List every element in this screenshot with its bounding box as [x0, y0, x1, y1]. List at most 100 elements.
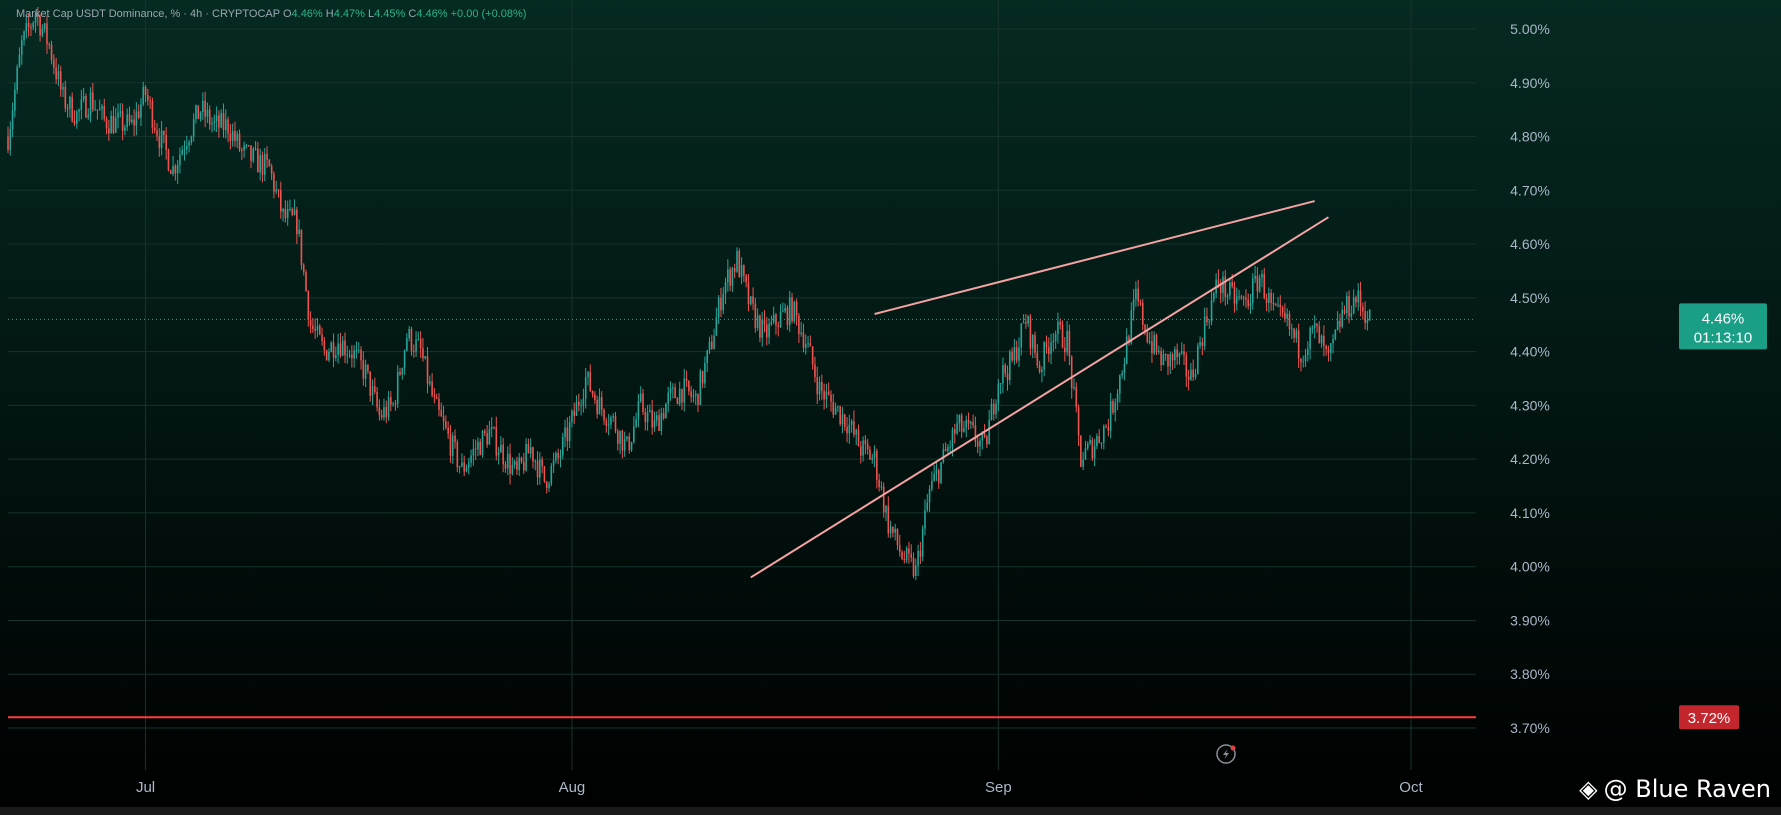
candle-body	[788, 297, 791, 326]
candle-body	[321, 334, 323, 342]
candle-body	[192, 119, 195, 137]
candle-body	[545, 481, 548, 489]
candle-body	[353, 350, 355, 359]
candle-body	[626, 436, 628, 439]
candle-body	[1089, 439, 1091, 444]
candle-body	[1020, 323, 1023, 348]
candle-body	[713, 335, 715, 349]
candle-body	[250, 145, 252, 161]
candle-body	[548, 483, 550, 489]
candle-body	[1355, 297, 1357, 303]
candle-body	[449, 434, 452, 456]
candle-body	[144, 86, 147, 95]
candle-body	[211, 123, 213, 125]
candle-body	[1018, 347, 1020, 361]
candle-body	[859, 446, 862, 456]
candle-body	[367, 364, 369, 372]
candle-body	[1272, 302, 1275, 305]
candle-body	[983, 433, 986, 437]
candle-body	[238, 133, 241, 150]
candle-body	[525, 444, 527, 471]
candle-body	[1325, 345, 1327, 349]
candle-body	[710, 341, 713, 349]
candle-body	[1027, 316, 1029, 324]
candle-body	[610, 417, 612, 425]
candle-body	[919, 550, 922, 557]
candle-body	[960, 415, 963, 432]
candle-body	[57, 71, 60, 80]
candle-body	[314, 328, 316, 331]
y-tick-label: 3.80%	[1510, 666, 1550, 682]
candle-body	[605, 420, 608, 426]
y-tick-label: 4.30%	[1510, 397, 1550, 413]
lightning-icon[interactable]	[1216, 744, 1236, 764]
candle-body	[426, 356, 429, 384]
candle-body	[1286, 313, 1288, 319]
candle-body	[928, 489, 931, 503]
candle-body	[495, 427, 498, 456]
candle-body	[775, 314, 777, 326]
candle-body	[937, 469, 940, 483]
candle-body	[516, 461, 518, 470]
candle-body	[1192, 369, 1195, 378]
candle-body	[1011, 351, 1013, 361]
candle-body	[190, 136, 193, 143]
candle-body	[1185, 355, 1188, 377]
candle-body	[887, 506, 890, 534]
candle-series	[7, 6, 1371, 581]
candle-body	[396, 372, 399, 404]
candle-body	[1268, 292, 1270, 303]
candle-body	[298, 229, 300, 234]
candle-body	[683, 378, 686, 403]
candle-body	[197, 105, 200, 120]
candle-body	[740, 265, 743, 278]
candle-body	[974, 425, 977, 442]
candle-body	[951, 429, 954, 447]
candle-body	[839, 406, 841, 425]
candle-body	[335, 354, 337, 358]
candle-body	[1311, 327, 1314, 329]
candle-body	[722, 293, 725, 311]
candle-body	[1098, 436, 1101, 443]
candle-body	[1208, 321, 1211, 323]
candle-body	[1281, 306, 1284, 313]
low-value: 4.45%	[374, 8, 406, 20]
candle-body	[59, 71, 62, 90]
candle-body	[704, 363, 706, 384]
candle-body	[1210, 299, 1213, 322]
candle-body	[92, 92, 94, 110]
candle-body	[130, 119, 133, 123]
candle-body	[1169, 354, 1172, 367]
candle-body	[660, 413, 663, 431]
candle-body	[924, 510, 926, 529]
candle-body	[834, 407, 837, 415]
current-price-value: 4.46%	[1702, 310, 1745, 327]
candle-body	[731, 268, 734, 286]
candle-body	[188, 142, 190, 146]
candle-body	[351, 354, 353, 359]
candle-body	[623, 438, 626, 451]
candle-body	[465, 467, 468, 472]
candle-body	[1125, 336, 1128, 364]
candle-body	[1043, 342, 1045, 370]
candle-body	[105, 118, 108, 129]
candle-body	[506, 453, 509, 469]
candle-body	[286, 209, 289, 219]
grid-lines	[8, 0, 1476, 770]
chart-bottom-border	[0, 807, 1781, 815]
candle-body	[566, 427, 569, 442]
candle-body	[821, 381, 823, 391]
current-price-badge	[1679, 303, 1767, 350]
candle-body	[7, 136, 9, 150]
binance-diamond-icon: ◈	[1579, 775, 1598, 803]
candle-body	[85, 96, 87, 118]
support-price-value: 3.72%	[1688, 710, 1731, 727]
candle-body	[71, 96, 73, 122]
candle-body	[956, 423, 958, 434]
candle-body	[720, 297, 722, 311]
candle-body	[1256, 275, 1259, 292]
candle-body	[862, 440, 864, 456]
candle-body	[770, 321, 773, 325]
